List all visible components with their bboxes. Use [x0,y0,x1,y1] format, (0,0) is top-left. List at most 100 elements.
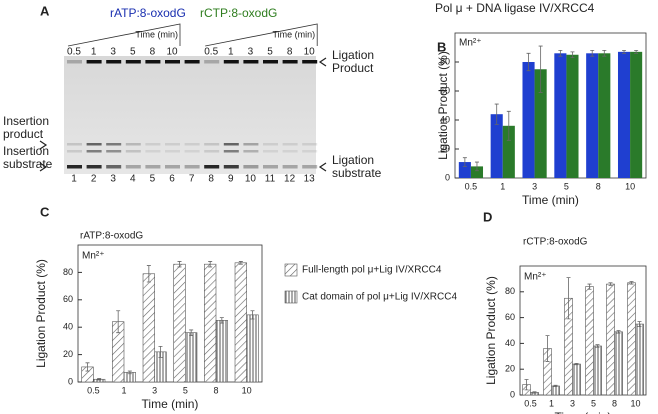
bar [185,332,198,383]
lane-number: 11 [265,174,276,185]
left-label: substrate [3,157,53,171]
gel-band [204,165,220,169]
bar [204,263,217,383]
gel-band [106,143,122,146]
error-bar [127,370,132,375]
error-bar [545,335,550,362]
gel-band [106,60,122,64]
time-tick: 5 [267,47,273,58]
gel-band [67,150,82,153]
gel-band [165,143,180,146]
lane-number: 6 [169,174,175,185]
right-label: Product [332,61,374,75]
error-bar [608,282,613,286]
y-tick-label: 40 [505,338,515,348]
error-bar [177,261,182,268]
y-tick-label: 20 [440,143,450,153]
y-axis-label: Ligation Product (%) [436,51,450,160]
time-tick: 1 [91,47,97,58]
right-label: substrate [332,166,382,180]
gel-band [106,150,122,153]
lane-number: 13 [304,174,316,185]
gel-band [263,150,278,153]
x-tick-label: 5 [591,398,596,408]
chart-title: rATP:8-oxodG [80,231,143,242]
pointer [318,162,327,172]
bar [246,314,259,383]
error-bar [250,310,255,320]
error-bar [558,50,563,57]
y-tick-label: 60 [440,85,450,95]
gel-band [243,150,259,153]
y-tick-label: 0 [68,376,73,386]
bar [566,54,579,178]
error-bar [566,277,571,320]
time-label: Time (min) [273,29,316,39]
time-label: Time (min) [135,29,178,39]
lane-number: 2 [91,174,97,185]
bar [173,263,186,383]
time-tick: 5 [130,47,136,58]
gel-band [282,60,298,64]
y-tick-label: 0 [445,172,450,182]
gel-band [106,165,122,169]
error-bar [553,384,558,388]
legend-swatch [284,263,298,277]
error-bar [590,50,595,57]
left-label: Insertion [3,144,49,158]
error-bar [634,50,639,54]
gel-image [64,56,316,174]
legend-swatch [284,290,298,304]
gel-band [243,165,259,169]
panel-label: D [483,209,492,224]
plot-frame [77,244,263,383]
gel-band [145,165,161,169]
error-bar [85,362,90,372]
annotation: Mn²⁺ [524,272,547,283]
gel-band [145,143,161,146]
pointer [318,57,327,67]
gel-band [184,150,200,153]
x-tick-label: 0.5 [465,181,478,191]
y-tick-label: 60 [505,312,515,322]
bar [522,62,535,178]
gel-band [282,165,298,169]
bar [585,286,594,396]
error-bar [616,330,621,334]
gel-band [145,60,161,64]
plot-frame [454,32,647,179]
error-bar [622,50,627,54]
gel-band [67,143,82,146]
y-tick-label: 20 [63,349,73,359]
chart-title: Pol μ + DNA ligase IV/XRCC4 [435,1,595,15]
y-tick-label: 80 [440,56,450,66]
gel-band [184,60,200,64]
x-tick-label: 10 [630,398,640,408]
error-bar [238,261,243,265]
time-tick: 8 [287,47,293,58]
gel-band [302,60,318,64]
bar [630,51,643,178]
x-tick-label: 10 [242,385,252,395]
x-tick-label: 5 [564,181,569,191]
bar [593,345,602,396]
error-bar [629,281,634,285]
x-tick-label: 8 [596,181,601,191]
gel-band [67,165,82,169]
lane-number: 1 [71,174,77,185]
lane-number: 10 [245,174,257,185]
panel-label: A [40,3,50,18]
time-tick: 8 [150,47,156,58]
x-axis-label: Time (min) [142,397,199,411]
gel-band [302,165,318,169]
gel-band [184,143,200,146]
bar [598,53,611,178]
bar [572,363,581,396]
gel-band [263,165,278,169]
chart-title: rCTP:8-oxodG [523,237,588,248]
error-bar [570,51,575,59]
time-tick: 1 [228,47,234,58]
x-axis-label: Time (min) [555,410,612,414]
bar [142,273,155,383]
error-bar [602,50,607,57]
